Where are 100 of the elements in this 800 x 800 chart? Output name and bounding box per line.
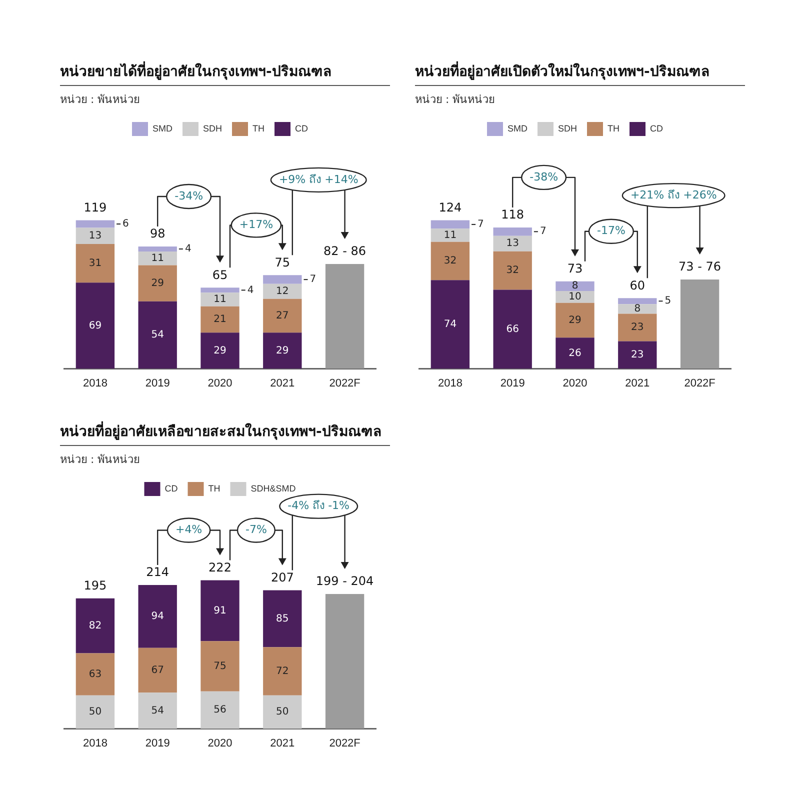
x-tick-label: 2020 [208,377,232,390]
chart-title: หน่วยที่อยู่อาศัยเปิดตัวใหม่ในกรุงเทพฯ-ปริมณฑล [415,60,745,86]
data-label: 50 [276,706,289,718]
bar [556,290,594,303]
bar [138,251,177,266]
bar [493,251,532,290]
text: -4% ถึง -1% [288,499,350,512]
data-label: 66 [506,324,519,335]
data-label: 91 [214,605,226,616]
legend-label: TH [208,483,220,494]
data-label: 94 [151,610,164,622]
data-label: 85 [276,613,289,624]
total-label: 214 [146,565,170,580]
x-tick-label: 2022F [329,377,361,390]
chart-subtitle: หน่วย : พันหน่วย [415,92,496,108]
bar [138,692,177,729]
bar [430,220,470,229]
bar [200,641,240,692]
data-label: 67 [151,664,164,676]
total-label: 222 [208,560,232,574]
data-label: 74 [444,319,457,330]
x-tick-label: 2019 [145,737,170,750]
bar [493,227,532,236]
data-label: 29 [276,345,289,356]
data-label: 56 [214,704,226,716]
x-tick-label: 2021 [270,737,295,750]
bar [263,332,302,369]
bar [76,598,115,654]
bar [263,590,302,648]
data-label: 23 [631,322,644,334]
x-tick-label: 2022F [684,377,716,390]
annotation: +17% [239,218,274,232]
bar [76,244,115,283]
legend-label: SMD [508,123,528,134]
data-label: 50 [88,706,102,718]
total-label: 124 [438,200,462,214]
total-label: 73 - 76 [678,260,722,274]
data-label: 29 [568,314,582,326]
data-label: 4 [184,244,192,255]
total-label: 65 [212,268,228,282]
bar [138,648,177,693]
bar [76,653,115,696]
data-label: 29 [151,278,164,289]
bar [263,695,302,729]
data-label: 11 [151,252,164,264]
data-label: 6 [122,218,129,230]
bar [138,301,177,369]
x-tick-label: 2019 [500,377,525,390]
text: +21% ถึง +26% [630,188,717,202]
legend-label: CD [650,123,664,134]
data-label: 21 [214,314,226,326]
bar [618,298,657,304]
total-label: 98 [150,226,166,241]
bar [200,580,240,642]
data-label: 29 [214,345,226,356]
bar [325,594,364,729]
data-label: 54 [151,330,164,341]
chart-title: หน่วยขายได้ที่อยู่อาศัยในกรุงเทพฯ-ปริมณฑล [60,60,390,86]
text: -7% [245,523,267,536]
data-label: 11 [214,294,226,306]
data-label: 13 [88,230,102,242]
bar [556,281,594,291]
text: -34% [174,189,204,202]
x-tick-label: 2021 [270,377,295,390]
data-label: 13 [506,238,519,250]
data-label: 11 [444,230,457,241]
x-tick-label: 2021 [625,377,650,390]
bar [200,691,240,729]
bar [76,228,115,244]
legend-label: CD [295,123,308,134]
bar [263,298,302,333]
total-label: 207 [270,570,294,584]
bar [430,228,470,242]
text: -38% [530,170,558,184]
bar [200,292,240,306]
data-label: 23 [631,350,644,361]
data-label: 54 [151,705,164,716]
data-label: 7 [478,219,484,230]
chart-title: หน่วยที่อยู่อาศัยเหลือขายสะสมในกรุงเทพฯ-ปริมณฑล [60,420,390,446]
legend-label: SDH [203,123,222,134]
bar [618,304,657,314]
bar [493,290,532,369]
total-label: 60 [630,278,646,292]
data-label: 7 [310,274,316,286]
data-label: 10 [568,292,582,303]
data-label: 31 [88,258,102,269]
x-tick-label: 2018 [82,377,108,390]
bar [430,242,470,280]
legend-label: CD [164,483,178,494]
chart-subtitle: หน่วย : พันหน่วย [60,92,141,108]
data-label: 8 [572,280,578,292]
bar [138,246,177,252]
total-label: 82 - 86 [324,244,366,258]
bar [76,282,115,369]
bar [138,584,177,648]
data-label: 82 [88,620,102,632]
data-label: 7 [540,226,546,238]
legend-label: SDH [558,123,578,134]
x-tick-label: 2022F [329,737,361,750]
data-label: 26 [568,348,582,359]
